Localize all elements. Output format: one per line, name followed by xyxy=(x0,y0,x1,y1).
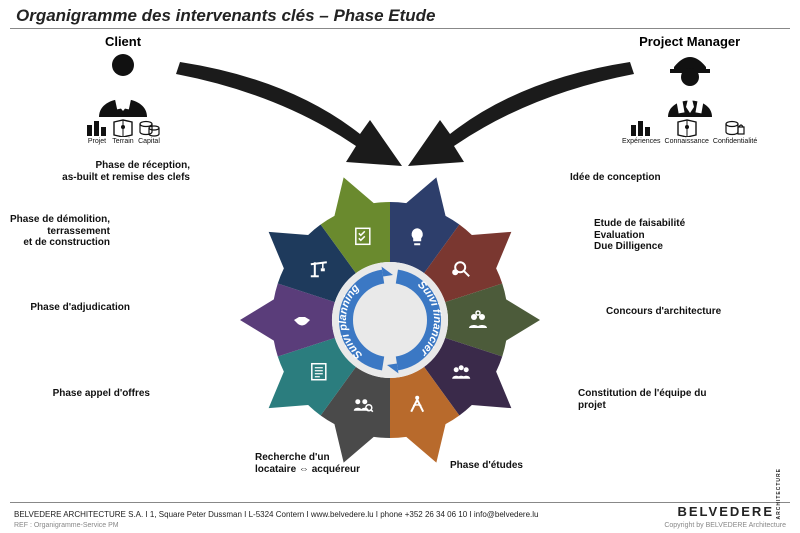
client-sub-capital: Capital xyxy=(138,119,160,145)
capital-icon xyxy=(138,119,160,137)
segment-label-8: Phase de démolition, terrassementet de c… xyxy=(0,214,110,249)
footer-ref: REF : Organigramme-Service PM xyxy=(14,522,119,529)
segment-label-5: Recherche d'unlocataire ⇔ acquéreur xyxy=(255,452,360,475)
label: Connaissance xyxy=(665,138,709,145)
label: Confidentialité xyxy=(713,138,757,145)
client-icon xyxy=(93,51,153,117)
logo-sub: ARCHITECTURE xyxy=(776,468,782,519)
confidentialite-icon xyxy=(724,119,746,137)
client-block: Client Projet Terrain Capital xyxy=(86,34,160,145)
segment-label-1: Etude de faisabilitéEvaluationDue Dillig… xyxy=(594,218,685,253)
pm-sub-icons: Expériences Connaissance Confidentialité xyxy=(622,119,757,145)
pm-icon xyxy=(660,51,720,117)
page-title: Organigramme des intervenants clés – Pha… xyxy=(16,6,436,26)
segment-label-9: Phase de réception,as-built et remise de… xyxy=(50,160,190,183)
segment-label-4: Phase d'études xyxy=(450,460,523,472)
pm-block: Project Manager Expériences Connaissance… xyxy=(622,34,757,145)
segment-label-6: Phase appel d'offres xyxy=(10,388,150,400)
label: Terrain xyxy=(112,138,133,145)
logo-text: BELVEDERE xyxy=(678,504,775,519)
client-title: Client xyxy=(86,34,160,49)
footer-line xyxy=(10,502,790,503)
pm-sub-conn: Connaissance xyxy=(665,119,709,145)
segment-label-0: Idée de conception xyxy=(570,172,661,184)
wheel: Suivi financierSuivi planning xyxy=(210,140,570,500)
client-sub-projet: Projet xyxy=(86,119,108,145)
label: Capital xyxy=(138,138,160,145)
footer-copy: Copyright by BELVEDERE Architecture xyxy=(664,522,786,529)
client-sub-terrain: Terrain xyxy=(112,119,134,145)
label: Projet xyxy=(88,138,106,145)
footer-text: BELVEDERE ARCHITECTURE S.A. I 1, Square … xyxy=(14,510,538,519)
pm-sub-conf: Confidentialité xyxy=(713,119,757,145)
segment-label-2: Concours d'architecture xyxy=(606,306,721,318)
projet-icon xyxy=(86,119,108,137)
segment-label-7: Phase d'adjudication xyxy=(0,302,130,314)
terrain-icon xyxy=(112,119,134,137)
segment-label-3: Constitution de l'équipe du projet xyxy=(578,388,728,411)
pm-title: Project Manager xyxy=(622,34,757,49)
connaissance-icon xyxy=(676,119,698,137)
client-sub-icons: Projet Terrain Capital xyxy=(86,119,160,145)
logo: BELVEDERE ARCHITECTURE xyxy=(678,468,783,519)
title-underline xyxy=(10,28,790,29)
